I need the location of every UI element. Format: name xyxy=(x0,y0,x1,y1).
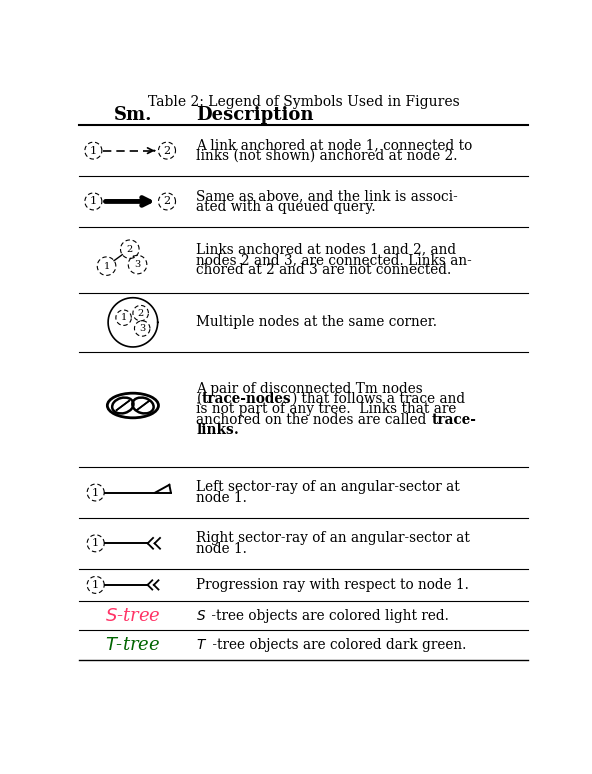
Text: $S$-tree: $S$-tree xyxy=(105,607,161,625)
Text: nodes 2 and 3, are connected. Links an-: nodes 2 and 3, are connected. Links an- xyxy=(197,253,472,267)
Text: .: . xyxy=(234,423,239,437)
Text: 1: 1 xyxy=(104,262,110,271)
Text: -tree objects are colored dark green.: -tree objects are colored dark green. xyxy=(208,638,466,652)
Text: that follows a trace and: that follows a trace and xyxy=(297,392,465,406)
Text: A link anchored at node 1, connected to: A link anchored at node 1, connected to xyxy=(197,139,472,152)
Text: anchored on the nodes are called: anchored on the nodes are called xyxy=(197,413,431,426)
Text: is not part of any tree.  Links that are: is not part of any tree. Links that are xyxy=(197,402,457,416)
Text: Sm.: Sm. xyxy=(114,106,152,124)
Text: links (not shown) anchored at node 2.: links (not shown) anchored at node 2. xyxy=(197,149,458,163)
Text: Table 2: Legend of Symbols Used in Figures: Table 2: Legend of Symbols Used in Figur… xyxy=(147,95,459,109)
Text: node 1.: node 1. xyxy=(197,542,247,556)
Text: Right sector-ray of an angular-sector at: Right sector-ray of an angular-sector at xyxy=(197,531,470,545)
Text: ): ) xyxy=(291,392,297,406)
Text: 2: 2 xyxy=(137,309,144,317)
Text: $T$-tree: $T$-tree xyxy=(105,636,160,654)
Text: (: ( xyxy=(197,392,202,406)
Text: Multiple nodes at the same corner.: Multiple nodes at the same corner. xyxy=(197,315,437,330)
Text: Description: Description xyxy=(197,106,314,124)
Text: Links anchored at nodes 1 and 2, and: Links anchored at nodes 1 and 2, and xyxy=(197,242,456,256)
Text: 1: 1 xyxy=(92,580,99,590)
Text: A pair of disconnected Tm nodes: A pair of disconnected Tm nodes xyxy=(197,382,423,396)
Text: Progression ray with respect to node 1.: Progression ray with respect to node 1. xyxy=(197,578,469,592)
Text: 3: 3 xyxy=(134,260,141,269)
Text: node 1.: node 1. xyxy=(197,491,247,505)
Text: -tree objects are colored light red.: -tree objects are colored light red. xyxy=(207,608,449,623)
Text: 1: 1 xyxy=(92,488,99,498)
Text: 3: 3 xyxy=(139,324,145,333)
Text: 2: 2 xyxy=(127,245,133,254)
Text: 2: 2 xyxy=(163,146,170,156)
Text: 1: 1 xyxy=(90,146,97,156)
Text: 1: 1 xyxy=(92,539,99,548)
Text: $T$: $T$ xyxy=(197,638,208,652)
Text: 1: 1 xyxy=(121,313,127,322)
Text: $S$: $S$ xyxy=(197,608,207,623)
Text: 1: 1 xyxy=(90,197,97,207)
Text: links: links xyxy=(197,423,234,437)
Text: trace-: trace- xyxy=(431,413,476,426)
Text: trace-nodes: trace-nodes xyxy=(202,392,291,406)
Text: 2: 2 xyxy=(163,197,170,207)
Text: chored at 2 and 3 are not connected.: chored at 2 and 3 are not connected. xyxy=(197,263,452,277)
Text: Same as above, and the link is associ-: Same as above, and the link is associ- xyxy=(197,190,458,204)
Text: ated with a queued query.: ated with a queued query. xyxy=(197,200,376,214)
Text: Left sector-ray of an angular-sector at: Left sector-ray of an angular-sector at xyxy=(197,481,460,495)
